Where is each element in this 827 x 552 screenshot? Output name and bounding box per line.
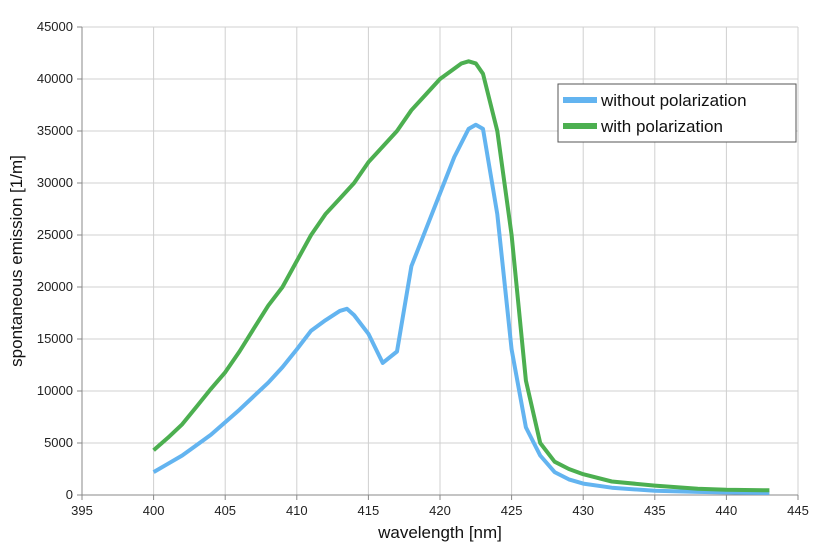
series-line-with-polarization xyxy=(152,59,770,493)
series xyxy=(152,59,770,495)
y-tick-label: 40000 xyxy=(37,71,73,86)
x-tick-label: 415 xyxy=(358,503,380,518)
x-tick-label: 400 xyxy=(143,503,165,518)
x-axis-title: wavelength [nm] xyxy=(377,523,502,542)
x-tick-label: 405 xyxy=(214,503,236,518)
y-tick-labels: 0 5000 10000 15000 20000 25000 30000 35000 40000… xyxy=(37,19,73,502)
x-tick-label: 435 xyxy=(644,503,666,518)
legend-label-without-polarization: without polarization xyxy=(600,91,747,110)
legend-label-with-polarization: with polarization xyxy=(600,117,723,136)
y-tick-label: 10000 xyxy=(37,383,73,398)
series-line-without-polarization xyxy=(152,122,770,495)
y-tick-label: 45000 xyxy=(37,19,73,34)
legend: without polarization with polarization xyxy=(557,83,797,143)
x-tick-label: 425 xyxy=(501,503,523,518)
y-tick-label: 5000 xyxy=(44,435,73,450)
axes xyxy=(77,26,799,500)
x-tick-label: 410 xyxy=(286,503,308,518)
x-tick-label: 395 xyxy=(71,503,93,518)
y-tick-label: 15000 xyxy=(37,331,73,346)
y-tick-label: 20000 xyxy=(37,279,73,294)
x-tick-label: 430 xyxy=(572,503,594,518)
y-tick-label: 0 xyxy=(66,487,73,502)
y-tick-label: 30000 xyxy=(37,175,73,190)
x-tick-label: 440 xyxy=(716,503,738,518)
y-axis-title: spontaneous emission [1/m] xyxy=(7,155,26,367)
x-tick-label: 445 xyxy=(787,503,809,518)
y-tick-label: 35000 xyxy=(37,123,73,138)
x-tick-label: 420 xyxy=(429,503,451,518)
x-tick-labels: 395 400 405 410 415 420 425 430 435 440 445 xyxy=(71,503,809,518)
legend-box xyxy=(557,83,797,143)
y-tick-label: 25000 xyxy=(37,227,73,242)
